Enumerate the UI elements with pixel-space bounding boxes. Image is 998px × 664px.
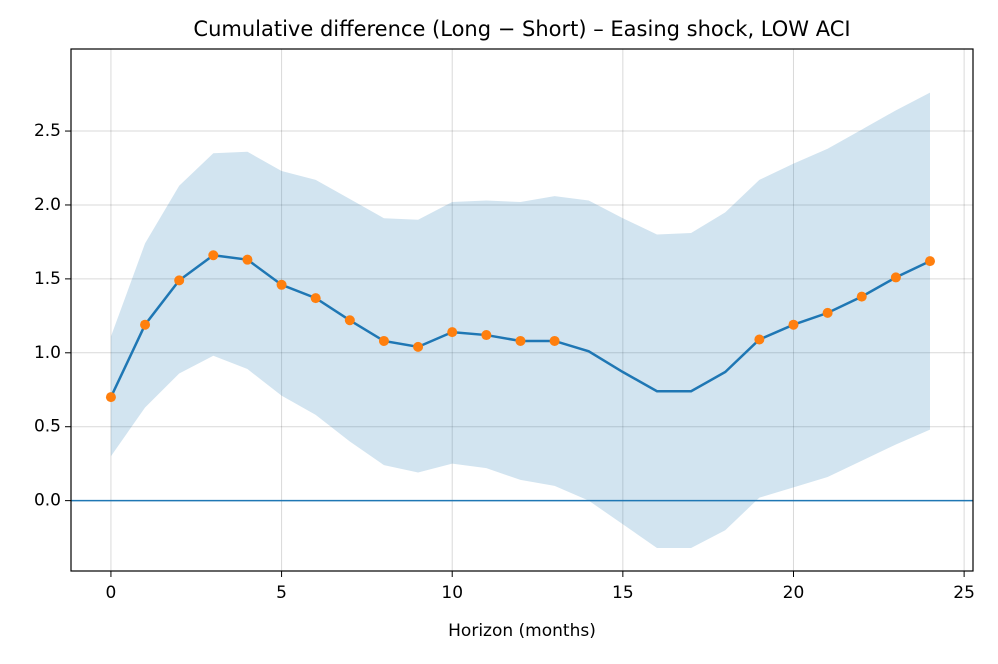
data-point — [788, 319, 799, 330]
x-tick-label: 15 — [612, 583, 634, 603]
x-tick-label: 0 — [106, 583, 117, 603]
data-point — [822, 307, 833, 318]
data-point — [344, 315, 355, 326]
x-tick-label: 5 — [276, 583, 287, 603]
data-point — [378, 335, 389, 346]
data-point — [549, 335, 560, 346]
data-point — [276, 279, 287, 290]
data-point — [105, 392, 116, 403]
y-tick-label: 2.0 — [34, 195, 61, 215]
data-point — [310, 293, 321, 304]
data-point — [856, 291, 867, 302]
data-point — [924, 256, 935, 267]
data-point — [208, 250, 219, 261]
data-point — [413, 341, 424, 352]
x-tick-label: 25 — [953, 583, 975, 603]
y-tick-label: 0.5 — [34, 417, 61, 437]
y-tick-label: 2.5 — [34, 121, 61, 141]
confidence-band — [110, 92, 930, 548]
data-point — [754, 334, 765, 345]
data-point — [242, 254, 253, 265]
y-tick-label: 1.0 — [34, 343, 61, 363]
data-point — [890, 272, 901, 283]
x-tick-label: 10 — [441, 583, 463, 603]
data-point — [447, 327, 458, 338]
data-point — [140, 319, 151, 330]
data-point — [174, 275, 185, 286]
x-tick-label: 20 — [783, 583, 805, 603]
plot-frame — [70, 48, 974, 572]
y-tick-label: 1.5 — [34, 269, 61, 289]
x-axis-label: Horizon (months) — [448, 621, 596, 641]
y-tick-label: 0.0 — [34, 491, 61, 511]
chart-title: Cumulative difference (Long − Short) – E… — [193, 17, 850, 41]
data-point — [481, 330, 492, 341]
data-point — [515, 335, 526, 346]
